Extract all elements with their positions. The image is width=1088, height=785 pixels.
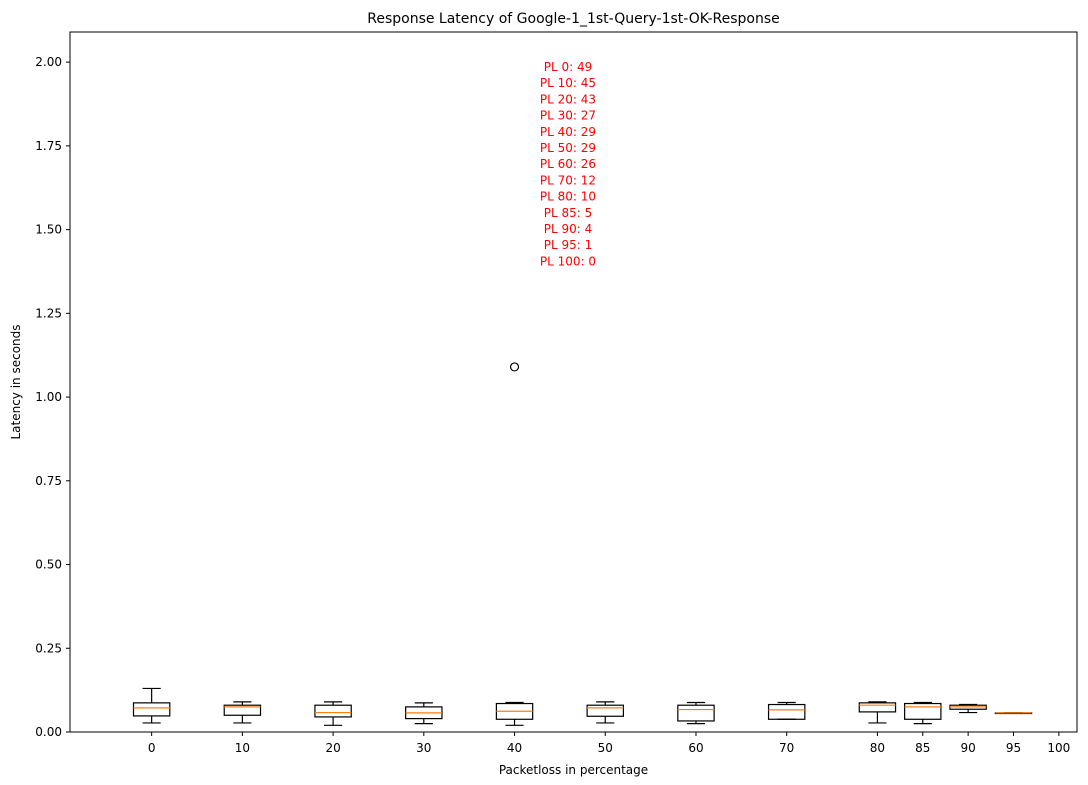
- x-tick-label: 60: [688, 741, 703, 755]
- x-tick-label: 80: [870, 741, 885, 755]
- box-body: [904, 702, 942, 720]
- box-50: [586, 701, 624, 724]
- annotation-line: PL 95: 1: [544, 238, 593, 252]
- x-tick-label: 20: [325, 741, 340, 755]
- box-0: [132, 687, 171, 724]
- x-tick-label: 10: [235, 741, 250, 755]
- annotation-line: PL 20: 43: [540, 92, 596, 106]
- box-95: [994, 712, 1033, 715]
- y-tick-label: 1.25: [35, 306, 62, 320]
- y-tick-label: 0.50: [35, 558, 62, 572]
- annotation-line: PL 0: 49: [544, 60, 593, 74]
- box-40: [495, 362, 534, 726]
- x-axis: 0 10 20 30 40 50 60 70 80 85 90 95 100: [148, 732, 1070, 755]
- box-70: [767, 701, 806, 720]
- box-body: [314, 704, 352, 718]
- y-axis: 0.00 0.25 0.50 0.75 1.00 1.25 1.50 1.75 2.00: [35, 55, 70, 739]
- x-tick-label: 50: [598, 741, 613, 755]
- annotation-line: PL 10: 45: [540, 76, 596, 90]
- x-tick-label: 90: [960, 741, 975, 755]
- x-tick-label: 70: [779, 741, 794, 755]
- y-tick-label: 0.25: [35, 641, 62, 655]
- box-body: [858, 702, 897, 713]
- annotation-line: PL 60: 26: [540, 157, 596, 171]
- annotation-line: PL 85: 5: [544, 206, 593, 220]
- box-body: [586, 704, 624, 717]
- box-body: [677, 704, 715, 722]
- annotation-line: PL 50: 29: [540, 141, 596, 155]
- annotation-block: PL 0: 49 PL 10: 45 PL 20: 43 PL 30: 27 PL 40…: [540, 60, 596, 268]
- y-tick-label: 1.75: [35, 139, 62, 153]
- box-body: [223, 704, 262, 716]
- annotation-line: PL 70: 12: [540, 173, 596, 187]
- x-tick-label: 95: [1006, 741, 1021, 755]
- y-axis-label: Latency in seconds: [9, 324, 23, 439]
- annotation-line: PL 30: 27: [540, 109, 596, 123]
- box-body: [132, 702, 171, 717]
- box-80: [858, 701, 897, 724]
- x-tick-label: 85: [915, 741, 930, 755]
- annotation-line: PL 40: 29: [540, 125, 596, 139]
- box-90: [949, 703, 987, 714]
- x-tick-label: 100: [1047, 741, 1070, 755]
- annotation-line: PL 100: 0: [540, 254, 596, 268]
- y-tick-label: 1.00: [35, 390, 62, 404]
- box-85: [904, 701, 942, 725]
- outlier-point: [509, 362, 520, 372]
- box-30: [405, 702, 443, 725]
- plot-frame: [69, 31, 1078, 733]
- x-tick-label: 0: [148, 741, 156, 755]
- y-tick-label: 0.75: [35, 474, 62, 488]
- y-tick-label: 0.00: [35, 725, 62, 739]
- box-10: [223, 701, 262, 724]
- boxes-layer: [132, 362, 1033, 726]
- x-axis-label: Packetloss in percentage: [499, 763, 648, 777]
- box-body: [767, 703, 806, 720]
- annotation-line: PL 80: 10: [540, 190, 596, 204]
- x-tick-label: 30: [416, 741, 431, 755]
- annotation-line: PL 90: 4: [544, 222, 593, 236]
- chart-title: Response Latency of Google-1_1st-Query-1…: [367, 11, 780, 27]
- y-tick-label: 2.00: [35, 55, 62, 69]
- y-tick-label: 1.50: [35, 223, 62, 237]
- box-60: [677, 701, 715, 725]
- box-20: [314, 701, 352, 726]
- x-tick-label: 40: [507, 741, 522, 755]
